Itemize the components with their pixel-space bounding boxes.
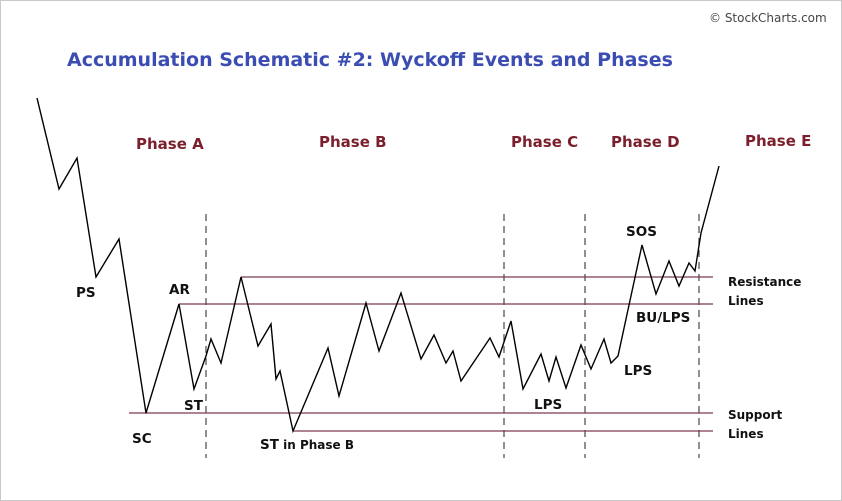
st-phase-b-suffix: in Phase B [279,438,354,452]
phase-a-label: Phase A [136,135,204,153]
event-lps-phase-c-label: LPS [534,397,562,413]
phase-e-label: Phase E [745,132,811,150]
event-st-label: ST [184,398,204,414]
st-phase-b-main: ST [260,437,280,453]
phase-c-label: Phase C [511,133,578,151]
credit-text: © StockCharts.com [709,11,827,25]
event-st-phase-b-label: ST in Phase B [260,437,354,453]
phase-d-label: Phase D [611,133,680,151]
event-bu-lps-label: BU/LPS [636,310,690,326]
resistance-label-line1: Resistance [728,275,801,289]
event-ar-label: AR [169,282,190,298]
phase-b-label: Phase B [319,133,387,151]
support-label-line2: Lines [728,427,764,441]
diagram-title: Accumulation Schematic #2: Wyckoff Event… [67,49,673,71]
event-lps-phase-d-label: LPS [624,363,652,379]
price-path [36,97,720,434]
event-sc-label: SC [132,431,152,447]
resistance-label-line2: Lines [728,294,764,308]
support-label-line1: Support [728,408,783,422]
event-sos-label: SOS [626,224,657,240]
event-ps-label: PS [76,285,96,301]
